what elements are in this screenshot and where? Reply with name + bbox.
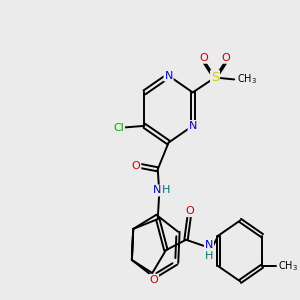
Text: N: N [205, 240, 213, 250]
Text: O: O [185, 206, 194, 216]
Text: N: N [188, 121, 197, 131]
Text: O: O [221, 53, 230, 63]
Text: N: N [164, 71, 173, 81]
Text: N: N [153, 185, 161, 196]
Text: CH$_3$: CH$_3$ [237, 73, 257, 86]
Text: H: H [205, 251, 213, 262]
Text: CH$_3$: CH$_3$ [278, 259, 298, 273]
Text: O: O [200, 53, 208, 63]
Text: Cl: Cl [113, 123, 124, 133]
Text: S: S [211, 71, 219, 84]
Text: O: O [149, 275, 158, 285]
Text: O: O [132, 160, 140, 171]
Text: H: H [162, 185, 170, 196]
